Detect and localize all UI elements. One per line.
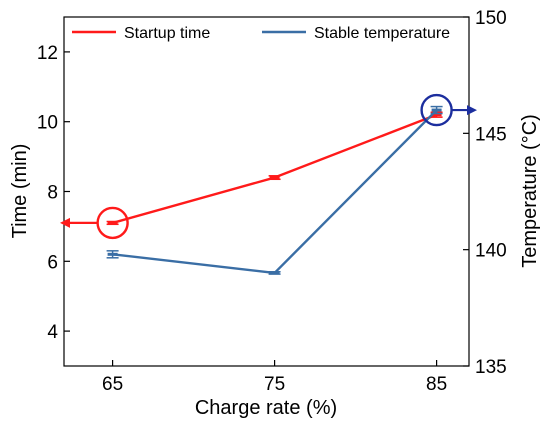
y-right-tick-label: 145 [475, 124, 507, 145]
axis-ticks: 65 75 85 4 6 8 10 12 135 140 145 150 [37, 8, 507, 395]
x-axis-label: Charge rate (%) [195, 397, 337, 419]
axis-indicator-arrowhead [467, 105, 477, 116]
data-point [269, 271, 280, 275]
y-right-tick-label: 135 [475, 357, 507, 378]
legend: Startup time Stable temperature [72, 25, 450, 42]
data-point [431, 108, 442, 112]
y-left-tick-label: 12 [37, 43, 58, 64]
y-right-tick-label: 150 [475, 8, 507, 29]
axis-indicator-arrowhead [60, 217, 70, 228]
legend-label: Startup time [124, 25, 210, 42]
y-left-tick-label: 8 [47, 183, 58, 204]
y-left-tick-label: 10 [37, 113, 58, 134]
startup-time-line [112, 113, 438, 225]
y-axis-label-left: Time (min) [9, 144, 31, 239]
y-left-tick-label: 4 [47, 322, 58, 343]
data-point [107, 221, 118, 225]
y-right-tick-label: 140 [475, 241, 507, 262]
y-axis-label-right: Temperature (°C) [519, 114, 541, 268]
x-tick-label: 75 [264, 374, 285, 395]
x-tick-label: 85 [426, 374, 447, 395]
data-point [269, 176, 280, 180]
x-tick-label: 65 [102, 374, 123, 395]
data-point [431, 113, 442, 117]
legend-label: Stable temperature [314, 25, 450, 42]
series-layer [60, 93, 477, 275]
data-point [107, 252, 118, 256]
plot-frame [63, 16, 470, 367]
y-left-tick-label: 6 [47, 252, 58, 273]
